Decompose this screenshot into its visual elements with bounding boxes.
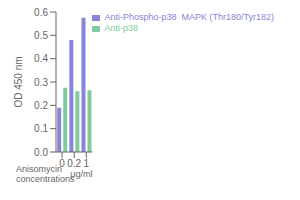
- svg-text:0.5: 0.5: [34, 30, 48, 41]
- svg-text:0.2: 0.2: [67, 158, 81, 169]
- svg-text:0.3: 0.3: [34, 77, 48, 88]
- html-text:Anti-p38: Anti-p38: [104, 23, 138, 33]
- svg-text:μg/ml: μg/ml: [70, 169, 92, 179]
- svg-text:OD 450 nm: OD 450 nm: [13, 56, 24, 107]
- svg-text:0.4: 0.4: [34, 53, 48, 64]
- svg-text:1: 1: [84, 158, 90, 169]
- svg-text:0.2: 0.2: [34, 100, 48, 111]
- svg-text:0: 0: [59, 158, 65, 169]
- svg-text:Anisomycinconcentrations: Anisomycinconcentrations: [16, 164, 75, 184]
- svg-text:0.1: 0.1: [34, 123, 48, 134]
- svg-text:0.6: 0.6: [34, 8, 48, 18]
- svg-text:0.0: 0.0: [34, 147, 48, 158]
- html-text:Anti-Phospho-p38 MAPK (Thr180/: Anti-Phospho-p38 MAPK (Thr180/Tyr182): [104, 12, 274, 22]
